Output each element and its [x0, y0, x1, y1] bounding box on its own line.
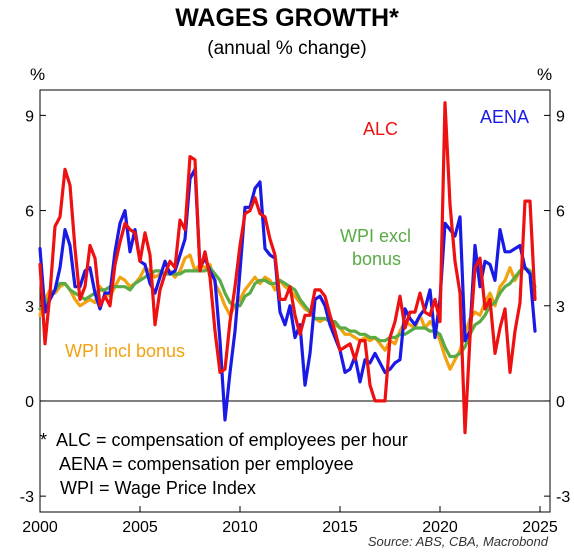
y-tick-label-right: 0 [556, 394, 565, 411]
y-tick-label-left: 0 [25, 394, 34, 411]
y-tick-label-right: 3 [556, 299, 565, 316]
series-label-wpi-excl-2: bonus [352, 249, 401, 269]
series-label-wpi-incl: WPI incl bonus [65, 341, 185, 361]
x-tick-label: 2005 [122, 519, 158, 536]
series-line-wpi-incl-bonus [38, 253, 537, 371]
series-label-alc: ALC [363, 119, 398, 139]
chart-title: WAGES GROWTH* [175, 4, 399, 32]
chart-subtitle: (annual % change) [207, 38, 367, 59]
y-unit-right: % [537, 65, 552, 84]
y-tick-label-left: 3 [25, 299, 34, 316]
footnote-line-1: * ALC = compensation of employees per ho… [40, 430, 408, 450]
x-tick-label: 2025 [522, 519, 558, 536]
footnote: * ALC = compensation of employees per ho… [40, 428, 408, 500]
series-line-alc [38, 101, 537, 435]
x-tick-label: 2020 [422, 519, 458, 536]
y-tick-label-right: 9 [556, 108, 565, 125]
y-tick-label-left: 9 [25, 108, 34, 125]
y-tick-label-left: 6 [25, 204, 34, 221]
series-labels: ALC AENA WPI excl bonus WPI incl bonus [65, 107, 529, 361]
plot-frame [39, 89, 551, 513]
series-lines [38, 101, 537, 435]
footnote-line-2: AENA = compensation per employee [40, 454, 354, 474]
y-tick-label-left: -3 [20, 489, 34, 506]
y-tick-label-right: -3 [556, 489, 570, 506]
x-axis-ticks: 2000 2005 2010 2015 2020 2025 [22, 506, 558, 536]
series-label-aena: AENA [480, 107, 529, 127]
y-tick-label-right: 6 [556, 204, 565, 221]
x-tick-label: 2010 [222, 519, 258, 536]
series-line-wpi-excl-bonus [38, 266, 537, 359]
y-axis-ticks: 9 9 6 6 3 3 0 0 -3 -3 [20, 108, 571, 506]
footnote-line-3: WPI = Wage Price Index [40, 478, 256, 498]
y-unit-left: % [30, 65, 45, 84]
x-tick-label: 2015 [322, 519, 358, 536]
x-tick-label: 2000 [22, 519, 58, 536]
source-note: Source: ABS, CBA, Macrobond [367, 534, 548, 549]
series-label-wpi-excl-1: WPI excl [340, 226, 411, 246]
